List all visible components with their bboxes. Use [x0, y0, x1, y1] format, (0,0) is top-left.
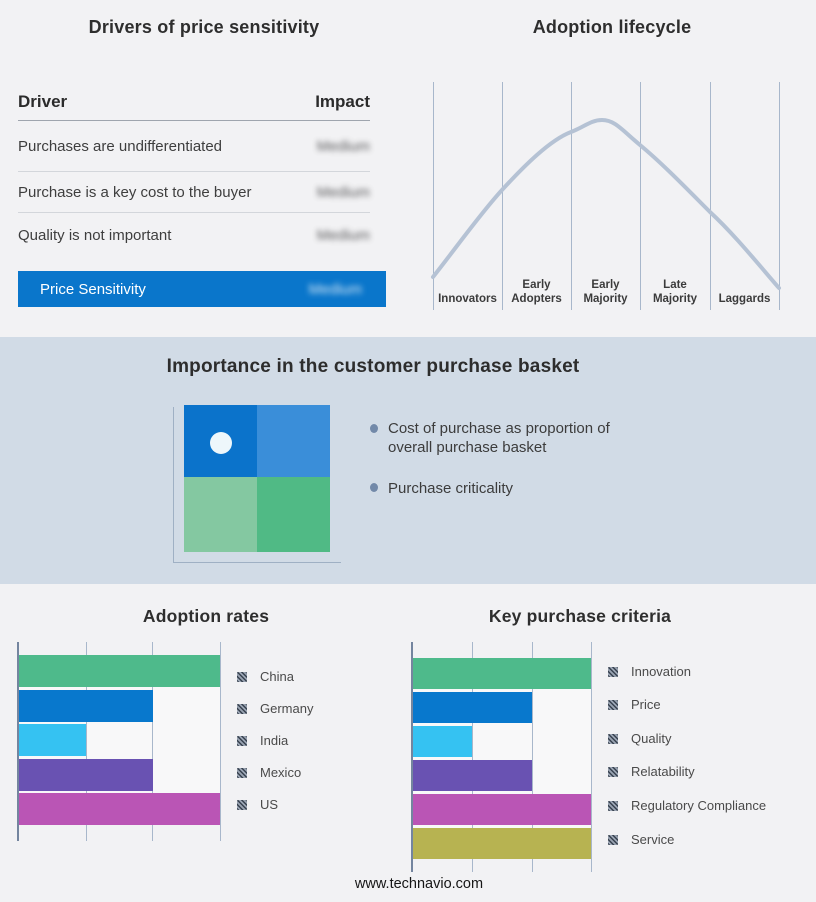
legend-item-china: China [237, 669, 294, 684]
legend-item-innovation: Innovation [608, 664, 691, 679]
legend-label: Mexico [260, 765, 302, 780]
legend-label: Relatability [631, 764, 695, 779]
impact-cell-redacted: Medium [316, 227, 370, 244]
bar-germany [19, 689, 153, 722]
y-axis [411, 642, 413, 872]
table-row: Purchase is a key cost to the buyer Medi… [18, 172, 370, 213]
footer-url: www.technavio.com [354, 876, 484, 892]
impact-cell-redacted: Medium [316, 183, 370, 201]
key-purchase-criteria-title: Key purchase criteria [488, 606, 672, 626]
column-driver: Driver [18, 92, 68, 111]
y-axis [17, 642, 19, 841]
stage-label-late-majority: Late Majority [652, 279, 698, 305]
legend-item-mexico: Mexico [237, 765, 301, 780]
driver-cell: Purchases are undifferentiated [18, 137, 223, 155]
gridline [532, 642, 533, 872]
legend-hatch-icon [608, 733, 618, 744]
legend-label: Quality [631, 731, 672, 746]
bar-quality [413, 726, 473, 757]
adoption-rates-title: Adoption rates [142, 606, 270, 626]
bar-price [413, 692, 532, 723]
plot-area [413, 658, 591, 859]
legend-label: Regulatory Compliance [631, 798, 767, 813]
lifecycle-panel-title: Adoption lifecycle [532, 17, 692, 37]
impact-cell-redacted: Medium [316, 137, 370, 155]
bell-curve [431, 117, 781, 290]
stage-label-innovators: Innovators [438, 293, 497, 305]
bar-india [19, 724, 86, 756]
legend-hatch-icon [608, 666, 618, 677]
driver-cell: Quality is not important [18, 227, 172, 244]
quadrant-top-right [257, 405, 330, 477]
quadrant-y-axis [173, 407, 174, 563]
legend-label: Innovation [631, 664, 691, 679]
quadrant-marker-dot [210, 432, 232, 454]
gridline [152, 642, 153, 841]
legend-item-us: US [237, 797, 278, 812]
gridline [591, 642, 592, 872]
table-row: Purchases are undifferentiated Medium [18, 121, 370, 172]
gridline [86, 642, 87, 841]
driver-cell: Purchase is a key cost to the buyer [18, 183, 252, 201]
lifecycle-gridlines [433, 82, 780, 310]
legend-item-quality: Quality [608, 731, 671, 746]
legend-label: Service [631, 832, 675, 847]
highlight-impact-redacted: Medium [308, 280, 362, 298]
legend-item-price: Price [608, 697, 661, 712]
quadrant-x-axis [173, 562, 341, 563]
legend-label: China [260, 669, 294, 684]
legend-label: US [260, 797, 279, 812]
bullet-icon [370, 483, 378, 492]
bar-us [19, 793, 220, 825]
drivers-panel-title: Drivers of price sensitivity [88, 17, 320, 37]
legend-hatch-icon [237, 735, 247, 746]
legend-hatch-icon [608, 699, 618, 710]
legend-hatch-icon [608, 800, 618, 811]
legend-label: India [260, 733, 289, 748]
bar-service [413, 828, 591, 859]
legend-hatch-icon [237, 767, 247, 778]
basket-bullet-1: Cost of purchase as proportion of overal… [388, 420, 610, 456]
legend-hatch-icon [608, 834, 618, 845]
drivers-table: Driver Impact Purchases are undifferenti… [18, 92, 370, 258]
bar-relatability [413, 760, 532, 791]
stage-label-early-adopters: Early Adopters [511, 279, 562, 305]
stage-label-early-majority: Early Majority [583, 279, 628, 305]
column-impact: Impact [315, 92, 370, 111]
legend-hatch-icon [237, 703, 247, 714]
bar-mexico [19, 758, 153, 791]
bar-china [19, 655, 220, 687]
legend-item-relatability: Relatability [608, 764, 695, 779]
legend-hatch-icon [237, 671, 247, 682]
bar-regulatory-compliance [413, 794, 591, 825]
bullet-icon [370, 424, 378, 433]
gridline [472, 642, 473, 872]
basket-bullet-2: Purchase criticality [388, 480, 514, 497]
highlight-label: Price Sensitivity [40, 280, 146, 298]
stage-label-laggards: Laggards [718, 293, 771, 305]
quadrant-bottom-right [257, 477, 330, 552]
basket-title: Importance in the customer purchase bask… [166, 356, 580, 377]
legend-label: Germany [260, 701, 314, 716]
bar-innovation [413, 658, 591, 689]
gridline [220, 642, 221, 841]
legend-hatch-icon [608, 766, 618, 777]
purchase-basket-band [0, 337, 816, 584]
legend-item-india: India [237, 733, 288, 748]
drivers-table-header: Driver Impact [18, 92, 370, 121]
legend-hatch-icon [237, 799, 247, 810]
legend-item-regulatory-compliance: Regulatory Compliance [608, 798, 766, 813]
lifecycle-chart [431, 82, 781, 310]
legend-item-service: Service [608, 832, 674, 847]
price-sensitivity-highlight-row: Price Sensitivity Medium [18, 271, 386, 307]
legend-item-germany: Germany [237, 701, 313, 716]
legend-label: Price [631, 697, 661, 712]
quadrant-bottom-left [184, 477, 257, 552]
table-row: Quality is not important Medium [18, 213, 370, 258]
